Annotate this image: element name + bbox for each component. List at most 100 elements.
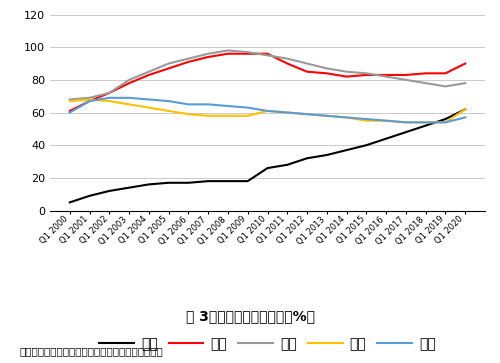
中国 (225, 179, 231, 183)
中国 (205, 179, 211, 183)
美国 (344, 74, 349, 79)
英国 (462, 81, 468, 85)
中国 (344, 148, 349, 152)
德国 (264, 109, 270, 113)
中国 (383, 136, 389, 141)
日本 (186, 112, 192, 117)
德国 (442, 120, 448, 125)
英国 (205, 52, 211, 56)
日本 (324, 114, 330, 118)
日本 (462, 107, 468, 111)
英国 (324, 66, 330, 71)
英国 (166, 61, 172, 66)
英国 (126, 78, 132, 82)
德国 (304, 112, 310, 117)
中国 (86, 194, 92, 198)
美国 (67, 109, 73, 113)
德国 (383, 119, 389, 123)
德国 (324, 114, 330, 118)
英国 (403, 78, 409, 82)
中国 (106, 189, 112, 193)
美国 (284, 61, 290, 66)
Line: 中国: 中国 (70, 109, 465, 203)
Text: 图 3各国居民部门杠杆率（%）: 图 3各国居民部门杠杆率（%） (186, 309, 314, 323)
美国 (225, 52, 231, 56)
日本 (225, 114, 231, 118)
Line: 美国: 美国 (70, 54, 465, 111)
德国 (186, 102, 192, 107)
日本 (86, 97, 92, 102)
美国 (383, 73, 389, 77)
日本 (364, 119, 370, 123)
美国 (186, 60, 192, 64)
美国 (304, 70, 310, 74)
日本 (146, 106, 152, 110)
德国 (126, 96, 132, 100)
英国 (304, 61, 310, 66)
英国 (364, 71, 370, 76)
日本 (284, 110, 290, 115)
日本 (344, 115, 349, 120)
日本 (205, 114, 211, 118)
日本 (67, 99, 73, 103)
英国 (264, 53, 270, 58)
中国 (442, 117, 448, 121)
日本 (422, 120, 428, 125)
中国 (67, 200, 73, 205)
中国 (126, 185, 132, 190)
中国 (146, 182, 152, 187)
Legend: 中国, 美国, 英国, 日本, 德国: 中国, 美国, 英国, 日本, 德国 (94, 331, 442, 356)
中国 (364, 143, 370, 147)
德国 (364, 117, 370, 121)
美国 (126, 81, 132, 85)
英国 (225, 48, 231, 53)
美国 (462, 61, 468, 66)
中国 (324, 153, 330, 157)
英国 (442, 84, 448, 89)
日本 (244, 114, 250, 118)
中国 (166, 181, 172, 185)
德国 (166, 99, 172, 103)
日本 (383, 119, 389, 123)
英国 (422, 81, 428, 85)
日本 (166, 109, 172, 113)
德国 (225, 104, 231, 108)
德国 (344, 115, 349, 120)
德国 (106, 96, 112, 100)
美国 (146, 73, 152, 77)
英国 (106, 91, 112, 95)
日本 (126, 102, 132, 107)
美国 (205, 55, 211, 59)
Line: 英国: 英国 (70, 50, 465, 99)
美国 (422, 71, 428, 76)
美国 (166, 66, 172, 71)
美国 (403, 73, 409, 77)
美国 (86, 99, 92, 103)
中国 (186, 181, 192, 185)
Text: 资料来源：国际金融协会；国家资产负倒表研究中心: 资料来源：国际金融协会；国家资产负倒表研究中心 (20, 346, 164, 356)
Line: 日本: 日本 (70, 99, 465, 122)
德国 (422, 120, 428, 125)
日本 (304, 112, 310, 117)
中国 (284, 163, 290, 167)
中国 (403, 130, 409, 134)
德国 (403, 120, 409, 125)
美国 (324, 71, 330, 76)
中国 (264, 166, 270, 170)
Line: 德国: 德国 (70, 98, 465, 122)
日本 (442, 120, 448, 125)
德国 (86, 99, 92, 103)
中国 (462, 107, 468, 111)
德国 (205, 102, 211, 107)
美国 (264, 52, 270, 56)
美国 (364, 73, 370, 77)
中国 (244, 179, 250, 183)
美国 (106, 91, 112, 95)
德国 (462, 115, 468, 120)
英国 (244, 50, 250, 54)
英国 (284, 56, 290, 61)
日本 (106, 99, 112, 103)
德国 (146, 97, 152, 102)
英国 (146, 70, 152, 74)
美国 (244, 52, 250, 56)
